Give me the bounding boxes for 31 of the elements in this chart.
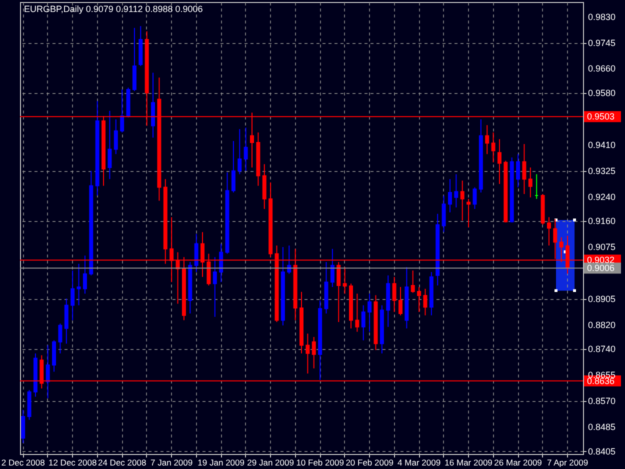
y-tick-label: 0.8485 bbox=[588, 422, 616, 432]
y-tick-label: 0.9075 bbox=[588, 242, 616, 252]
y-tick-label: 0.8405 bbox=[588, 446, 616, 456]
y-tick-label: 0.9580 bbox=[588, 88, 616, 98]
x-tick-label: 20 Feb 2009 bbox=[346, 458, 394, 468]
y-tick-label: 0.8820 bbox=[588, 320, 616, 330]
y-tick-label: 0.8740 bbox=[588, 344, 616, 354]
y-tick-label: 0.9745 bbox=[588, 38, 616, 48]
x-tick-label: 4 Mar 2009 bbox=[398, 458, 441, 468]
y-tick-label: 0.9160 bbox=[588, 216, 616, 226]
chart-title: EURGBP,Daily 0.9079 0.9112 0.8988 0.9006 bbox=[24, 4, 203, 14]
x-tick-label: 12 Dec 2008 bbox=[48, 458, 97, 468]
ref-line-label: 0.9032 bbox=[587, 255, 615, 266]
y-tick-label: 0.9240 bbox=[588, 192, 616, 202]
y-tick-label: 0.9325 bbox=[588, 166, 616, 176]
y-tick-label: 0.8570 bbox=[588, 396, 616, 406]
x-tick-label: 16 Mar 2009 bbox=[444, 458, 493, 468]
ref-line-label: 0.9006 bbox=[587, 263, 615, 274]
x-tick-label: 2 Dec 2008 bbox=[1, 458, 46, 468]
y-tick-label: 0.9410 bbox=[588, 140, 616, 150]
x-tick-label: 7 Apr 2009 bbox=[546, 458, 588, 468]
y-tick-label: 0.9660 bbox=[588, 64, 616, 74]
x-tick-label: 10 Feb 2009 bbox=[296, 458, 344, 468]
ref-line-label: 0.9503 bbox=[587, 112, 615, 122]
x-tick-label: 26 Mar 2009 bbox=[494, 458, 542, 468]
y-tick-label: 0.8905 bbox=[588, 294, 616, 304]
y-tick-label: 0.9830 bbox=[588, 12, 616, 22]
x-tick-label: 19 Jan 2009 bbox=[198, 458, 245, 468]
x-tick-label: 24 Dec 2008 bbox=[98, 458, 146, 468]
x-tick-label: 7 Jan 2009 bbox=[150, 458, 193, 468]
x-tick-label: 29 Jan 2009 bbox=[247, 458, 294, 468]
